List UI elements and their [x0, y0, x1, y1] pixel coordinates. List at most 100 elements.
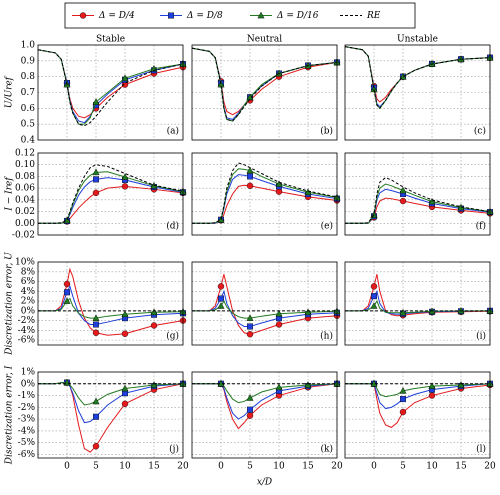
y-tick-label: 4% [21, 287, 36, 297]
y-tick-label: 0.00 [15, 219, 35, 229]
legend-marker [79, 12, 87, 19]
marker [457, 381, 465, 388]
series-line [344, 46, 491, 110]
y-tick-label: 0.04 [15, 195, 35, 205]
marker [150, 381, 158, 388]
y-axis-label: Discretization error, I [5, 365, 15, 465]
x-tick-label: 15 [455, 462, 467, 472]
y-tick-label: -2% [18, 403, 36, 413]
marker [246, 406, 253, 413]
y-tick-label: 0.7 [21, 88, 36, 98]
y-tick-label: 6% [21, 277, 36, 287]
y-tick-label: 0.02 [15, 207, 35, 217]
marker [121, 310, 129, 318]
panel-label: (j) [169, 444, 179, 455]
marker [246, 166, 254, 174]
marker [275, 188, 283, 195]
x-tick-label: 5 [93, 462, 99, 472]
marker [428, 197, 436, 205]
legend-label: Δ = D/16 [276, 11, 319, 21]
panel-label: (d) [166, 221, 179, 232]
marker [63, 289, 70, 296]
marker [246, 182, 254, 190]
plot-area [345, 262, 490, 345]
column-title: Unstable [397, 35, 438, 45]
marker [275, 309, 283, 317]
marker [121, 384, 129, 392]
plot-frame [344, 44, 491, 141]
marker [63, 297, 71, 304]
marker [121, 400, 129, 408]
y-tick-label: 0.4 [21, 136, 36, 146]
plot-frame [37, 44, 184, 141]
series-line [191, 47, 338, 122]
x-tick-label: 0 [218, 462, 224, 472]
marker [121, 330, 129, 337]
marker [92, 176, 99, 183]
panel-label: (i) [476, 331, 486, 342]
y-tick-label: -4% [18, 426, 36, 436]
marker [399, 387, 407, 394]
legend-marker [167, 12, 174, 19]
marker [275, 180, 283, 187]
x-tick-label: 0 [371, 462, 377, 472]
marker [92, 98, 100, 105]
marker [246, 323, 253, 330]
plot-area [38, 262, 183, 345]
legend-label: RE [366, 11, 381, 21]
series-line [192, 168, 338, 224]
panel-label: (h) [320, 331, 333, 342]
marker [246, 331, 254, 338]
y-axis-label: I − Iref [5, 176, 15, 212]
marker [121, 74, 129, 82]
y-tick-label: -6% [18, 336, 36, 346]
y-tick-label: -3% [18, 415, 36, 425]
marker [217, 295, 224, 302]
marker [275, 321, 283, 328]
y-tick-label: 0.06 [15, 184, 35, 194]
marker [92, 413, 99, 420]
column-title: Stable [96, 35, 125, 45]
panel-label: (b) [320, 126, 333, 137]
x-tick-label: 10 [273, 462, 285, 472]
y-tick-label: 8% [21, 267, 36, 277]
plot-frame [191, 152, 338, 236]
panel-label: (f) [476, 221, 486, 232]
y-tick-label: 2% [21, 297, 36, 307]
legend-label: Δ = D/8 [186, 11, 223, 21]
plot-frame [37, 371, 184, 459]
y-tick-label: 0.10 [15, 160, 35, 170]
legend-marker [257, 11, 265, 19]
x-tick-label: 0 [64, 462, 70, 472]
series-line [345, 183, 491, 224]
panel-label: (c) [474, 126, 486, 137]
y-tick-label: 0.9 [21, 56, 36, 66]
y-tick-label: -6% [18, 450, 36, 460]
y-tick-label: 0.08 [15, 172, 35, 182]
x-tick-label: 10 [119, 462, 131, 472]
plot-area [38, 153, 183, 235]
y-tick-label: 0.12 [15, 149, 35, 159]
series-line [345, 177, 491, 224]
plot-area [192, 153, 337, 235]
y-tick-label: -0.02 [12, 231, 35, 241]
panel-label: (a) [167, 126, 179, 137]
marker [150, 308, 158, 316]
x-tick-label: 15 [148, 462, 160, 472]
plot-frame [191, 261, 338, 346]
plot-frame [344, 371, 491, 459]
panel-label: (e) [321, 221, 333, 232]
y-tick-label: -5% [18, 438, 36, 448]
plot-frame [191, 44, 338, 141]
marker [92, 189, 100, 197]
marker [150, 322, 158, 329]
marker [217, 283, 225, 290]
plot-area [192, 262, 337, 345]
series-line [192, 300, 338, 319]
y-tick-label: 0% [21, 379, 36, 389]
marker [92, 168, 100, 176]
y-tick-label: 10% [15, 258, 35, 268]
marker [246, 173, 253, 180]
series-line [38, 382, 184, 406]
